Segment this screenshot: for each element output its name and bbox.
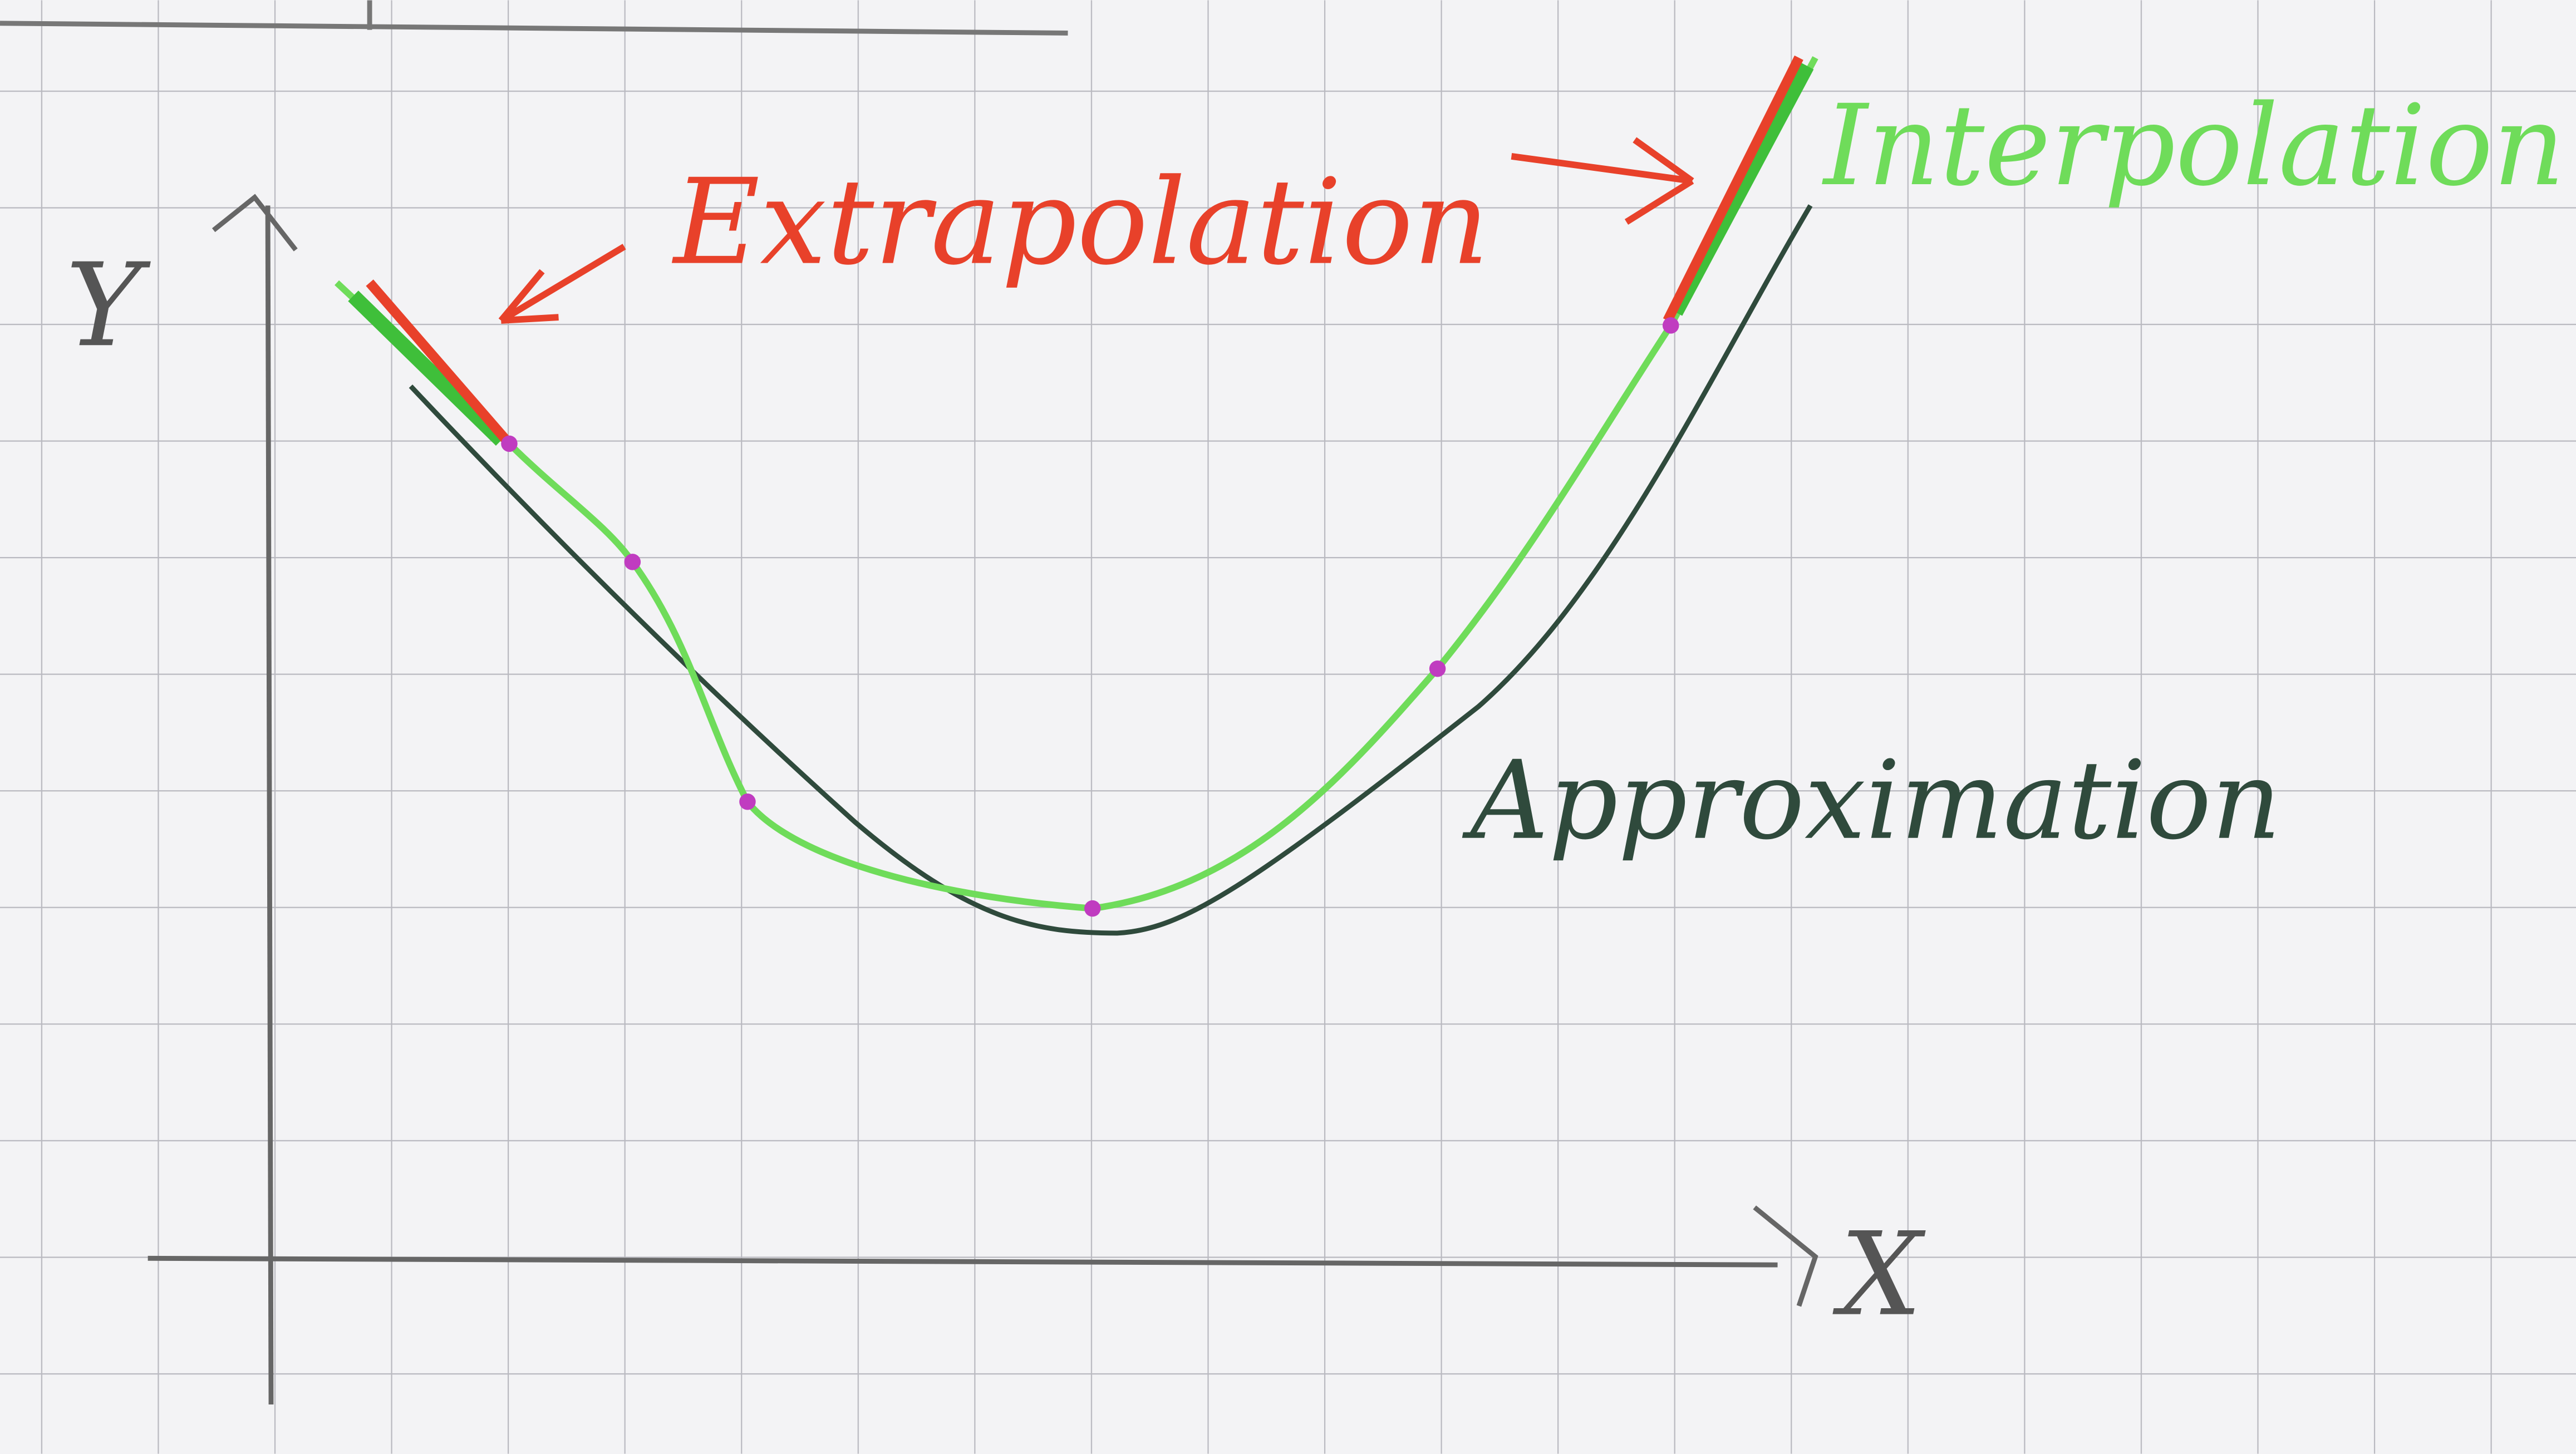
y-axis xyxy=(268,205,271,1404)
page: {"axes": {"y": "Y", "x": "X"}, "labels":… xyxy=(0,0,2576,1454)
extrapolation-label: Extrapolation xyxy=(671,154,1489,292)
sketch: Y X Extrapolation Interpolation Approxim… xyxy=(0,0,2576,1454)
x-axis-label: X xyxy=(1832,1207,1926,1342)
approximation-label: Approximation xyxy=(1462,737,2282,864)
sample-point xyxy=(1084,900,1101,917)
sample-point xyxy=(1429,661,1446,677)
y-axis-label: Y xyxy=(66,238,151,372)
sample-point xyxy=(739,793,756,810)
sample-point xyxy=(1663,317,1679,334)
sample-point xyxy=(625,554,641,570)
sample-point xyxy=(501,436,518,452)
interpolation-label: Interpolation xyxy=(1821,81,2565,211)
